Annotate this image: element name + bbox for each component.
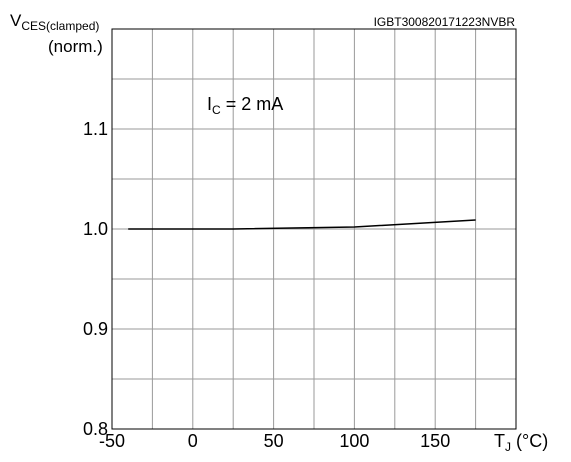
- x-tick-label: 0: [188, 431, 198, 451]
- annotation-sub: C: [212, 103, 221, 117]
- y-axis-label-main: V: [10, 11, 22, 30]
- annotation-main: I: [207, 94, 212, 114]
- x-axis-label-unit: (°C): [511, 431, 548, 451]
- y-axis-label: VCES(clamped): [10, 11, 99, 33]
- x-tick-label: 50: [264, 431, 284, 451]
- figure-id: IGBT300820171223NVBR: [374, 15, 516, 29]
- y-axis-label-sub: CES(clamped): [21, 19, 99, 33]
- tick-labels: 0.8 0.9 1.0 1.1 -50 0 50 100 150: [83, 119, 450, 451]
- x-axis-label-main: T: [494, 431, 505, 451]
- series-layer: [128, 219, 476, 230]
- annotation-rest: = 2 mA: [221, 94, 284, 114]
- x-tick-label: 150: [420, 431, 450, 451]
- annotation: IC = 2 mA: [207, 94, 283, 117]
- x-tick-label: -50: [99, 431, 125, 451]
- y-tick-label: 0.9: [83, 319, 108, 339]
- grid: [112, 29, 516, 429]
- plot-frame: [111, 28, 517, 430]
- y-tick-label: 1.1: [83, 119, 108, 139]
- y-tick-label: 1.0: [83, 219, 108, 239]
- series-line: [128, 219, 476, 230]
- x-tick-label: 100: [339, 431, 369, 451]
- x-axis-label: TJ (°C): [494, 431, 548, 454]
- y-tick-label: 0.8: [83, 419, 108, 439]
- y-axis-label-unit: (norm.): [48, 37, 103, 56]
- x-axis-label-sub: J: [505, 440, 511, 454]
